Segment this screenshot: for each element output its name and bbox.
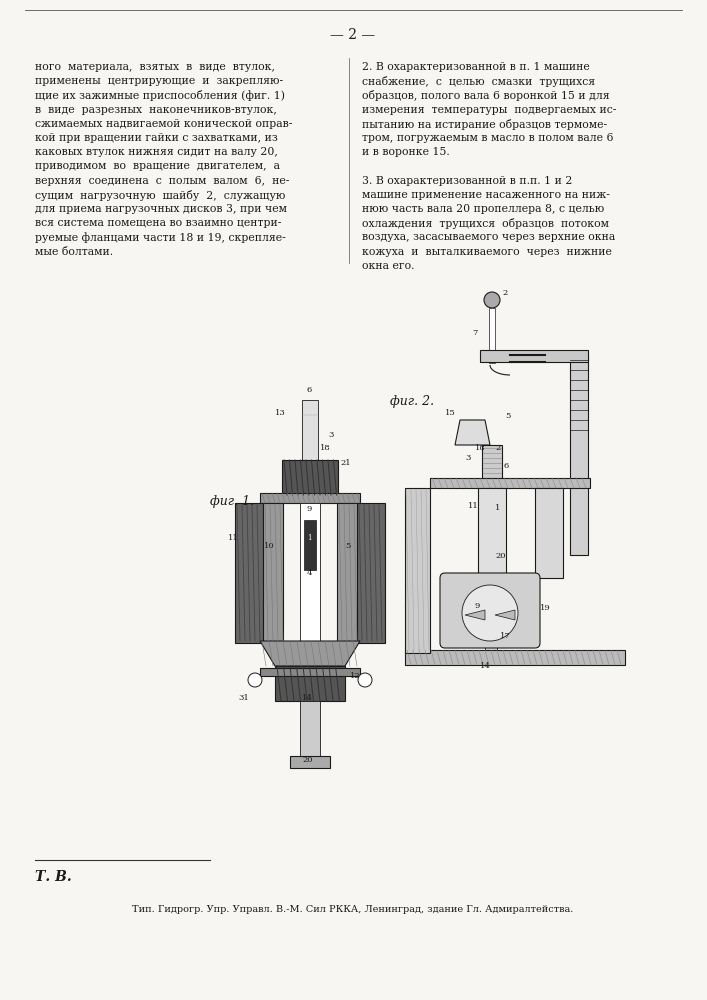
Circle shape <box>537 497 553 513</box>
Text: нюю часть вала 20 пропеллера 8, с целью: нюю часть вала 20 пропеллера 8, с целью <box>362 204 604 214</box>
Text: воздуха, засасываемого через верхние окна: воздуха, засасываемого через верхние окн… <box>362 232 615 242</box>
Text: сущим  нагрузочную  шайбу  2,  служащую: сущим нагрузочную шайбу 2, служащую <box>35 190 286 201</box>
Polygon shape <box>455 420 490 445</box>
Circle shape <box>537 537 553 553</box>
Circle shape <box>358 673 372 687</box>
Text: 13: 13 <box>275 409 286 417</box>
Text: 3: 3 <box>465 454 470 462</box>
Text: 2: 2 <box>495 444 501 452</box>
Text: 6: 6 <box>307 386 312 394</box>
Text: 11: 11 <box>468 502 479 510</box>
Text: окна его.: окна его. <box>362 261 414 271</box>
Text: 19: 19 <box>540 604 551 612</box>
Text: 17: 17 <box>500 632 510 640</box>
Circle shape <box>462 585 518 641</box>
Text: кожуха  и  выталкиваемого  через  нижние: кожуха и выталкиваемого через нижние <box>362 247 612 257</box>
Text: и в воронке 15.: и в воронке 15. <box>362 147 450 157</box>
Text: мые болтами.: мые болтами. <box>35 247 113 257</box>
Text: 14: 14 <box>480 662 491 670</box>
Text: 2: 2 <box>502 289 507 297</box>
Text: 18: 18 <box>320 444 331 452</box>
Text: 1: 1 <box>495 504 501 512</box>
Bar <box>405 488 430 653</box>
Text: 20: 20 <box>495 552 506 560</box>
Text: — 2 —: — 2 — <box>330 28 375 42</box>
Text: 11: 11 <box>228 534 239 542</box>
Text: 3. В охарактеризованной в п.п. 1 и 2: 3. В охарактеризованной в п.п. 1 и 2 <box>362 176 573 186</box>
Text: образцов, полого вала 6 воронкой 15 и для: образцов, полого вала 6 воронкой 15 и дл… <box>362 90 609 101</box>
Text: 15: 15 <box>445 409 456 417</box>
Text: ного  материала,  взятых  в  виде  втулок,: ного материала, взятых в виде втулок, <box>35 62 275 72</box>
Circle shape <box>248 673 262 687</box>
Text: каковых втулок нижняя сидит на валу 20,: каковых втулок нижняя сидит на валу 20, <box>35 147 278 157</box>
Text: 7: 7 <box>472 329 477 337</box>
Text: в  виде  разрезных  наконечников-втулок,: в виде разрезных наконечников-втулок, <box>35 105 277 115</box>
Bar <box>430 478 590 488</box>
Text: руемые фланцами части 18 и 19, скрепляе-: руемые фланцами части 18 и 19, скрепляе- <box>35 232 286 243</box>
Text: машине применение насаженного на ниж-: машине применение насаженного на ниж- <box>362 190 610 200</box>
Text: для приема нагрузочных дисков 3, при чем: для приема нагрузочных дисков 3, при чем <box>35 204 287 214</box>
Text: тром, погружаемым в масло в полом вале 6: тром, погружаемым в масло в полом вале 6 <box>362 133 614 143</box>
Text: применены  центрирующие  и  закрепляю-: применены центрирующие и закрепляю- <box>35 76 283 86</box>
Text: щие их зажимные приспособления (фиг. 1): щие их зажимные приспособления (фиг. 1) <box>35 90 285 101</box>
Text: 5: 5 <box>345 542 351 550</box>
Text: измерения  температуры  подвергаемых ис-: измерения температуры подвергаемых ис- <box>362 105 617 115</box>
Bar <box>235 503 263 643</box>
Bar <box>282 460 338 495</box>
Polygon shape <box>495 610 515 620</box>
Bar <box>304 520 316 570</box>
Text: снабжение,  с  целью  смазки  трущихся: снабжение, с целью смазки трущихся <box>362 76 595 87</box>
Polygon shape <box>465 610 485 620</box>
Circle shape <box>484 292 500 308</box>
Text: сжимаемых надвигаемой конической оправ-: сжимаемых надвигаемой конической оправ- <box>35 119 293 129</box>
Bar <box>489 308 495 363</box>
Text: 18: 18 <box>475 444 486 452</box>
Text: 6: 6 <box>504 462 509 470</box>
Bar <box>480 350 588 362</box>
Bar <box>300 701 320 756</box>
FancyBboxPatch shape <box>440 573 540 648</box>
Text: 20: 20 <box>302 756 312 764</box>
Bar <box>478 488 506 578</box>
Text: 3: 3 <box>328 431 334 439</box>
Text: кой при вращении гайки с захватками, из: кой при вращении гайки с захватками, из <box>35 133 278 143</box>
Text: пытанию на истирание образцов термоме-: пытанию на истирание образцов термоме- <box>362 119 607 130</box>
Bar <box>300 503 320 643</box>
Bar <box>302 400 318 460</box>
Text: 10: 10 <box>264 542 274 550</box>
Text: Т. В.: Т. В. <box>35 870 71 884</box>
Text: 31: 31 <box>238 694 249 702</box>
Text: верхняя  соединена  с  полым  валом  6,  не-: верхняя соединена с полым валом 6, не- <box>35 176 289 186</box>
Text: 12: 12 <box>350 672 361 680</box>
Polygon shape <box>260 641 360 666</box>
Text: 1: 1 <box>307 534 312 542</box>
Bar <box>275 666 345 701</box>
Bar <box>290 756 330 768</box>
Circle shape <box>537 517 553 533</box>
Bar <box>485 575 497 655</box>
Text: вся система помещена во взаимно центри-: вся система помещена во взаимно центри- <box>35 218 281 228</box>
Bar <box>482 445 502 480</box>
Bar <box>260 668 360 676</box>
Bar <box>357 503 385 643</box>
Text: 14: 14 <box>302 694 313 702</box>
Bar <box>570 355 588 555</box>
Text: фиг. 1.: фиг. 1. <box>210 495 254 508</box>
Bar <box>337 503 357 643</box>
Bar <box>260 493 360 503</box>
Bar <box>535 488 563 578</box>
Text: 4: 4 <box>307 569 312 577</box>
Text: приводимом  во  вращение  двигателем,  а: приводимом во вращение двигателем, а <box>35 161 280 171</box>
Bar <box>405 650 625 665</box>
Text: 5: 5 <box>505 412 510 420</box>
Text: 9: 9 <box>307 505 312 513</box>
Text: Тип. Гидрогр. Упр. Управл. В.-М. Сил РККА, Ленинград, здание Гл. Адмиралтейства.: Тип. Гидрогр. Упр. Управл. В.-М. Сил РКК… <box>132 905 573 914</box>
Text: 21: 21 <box>340 459 351 467</box>
Text: 2. В охарактеризованной в п. 1 машине: 2. В охарактеризованной в п. 1 машине <box>362 62 590 72</box>
Text: фиг. 2.: фиг. 2. <box>390 395 434 408</box>
Text: охлаждения  трущихся  образцов  потоком: охлаждения трущихся образцов потоком <box>362 218 609 229</box>
Bar <box>263 503 283 643</box>
Text: 9: 9 <box>475 602 480 610</box>
